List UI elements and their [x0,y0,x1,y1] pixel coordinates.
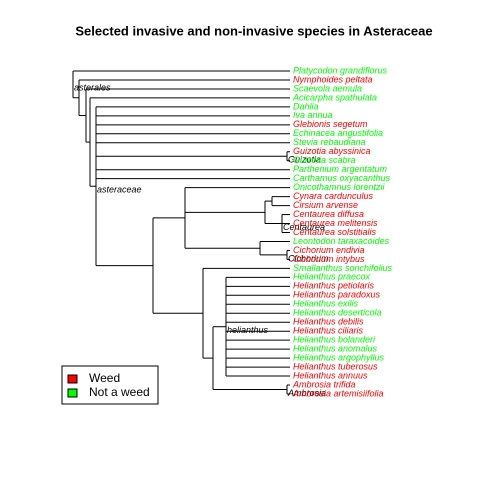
tip-label: Centaurea solstitialis [293,227,377,237]
tip-label: Parthenium argentatum [293,164,388,174]
tip-label: Helianthus exilis [293,299,359,309]
legend-swatch [67,388,78,398]
tip-label: Ambrosia trifida [292,379,356,389]
tip-label: Leontodon taraxacoides [293,236,390,246]
tip-label: Helianthus argophyllus [293,352,385,362]
node-label: asteraceae [97,185,142,195]
tip-label: Helianthus deserticola [293,308,382,318]
tip-label: Cynara cardunculus [293,191,374,201]
tip-label: Helianthus anomalus [293,344,378,354]
legend-box [61,365,159,405]
legend-label: Weed [89,371,120,385]
tip-label: Smallanthus sonchifolius [293,263,393,273]
node-label: Guizotia [288,155,321,165]
tip-label: Helianthus petiolaris [293,281,375,291]
tip-label: Carthamus oxyacanthus [293,173,391,183]
tip-label: Helianthus bolanderi [293,335,376,345]
tip-label: Helianthus debilis [293,317,364,327]
tip-label: Iva annua [293,110,333,120]
tip-label: Onicothamnus lorentzii [293,182,386,192]
tip-label: Scaevola aemula [293,83,362,93]
tip-label: Echinacea angustifolia [293,128,383,138]
tip-label: Helianthus praecox [293,272,371,282]
node-label: helianthus [227,325,269,335]
tip-label: Helianthus ciliaris [293,326,364,336]
tip-label: Cirsium arvense [293,200,358,210]
node-label: Cichorium [288,253,329,263]
node-label: Centaurea [283,222,325,232]
legend-label: Not a weed [89,385,150,399]
tip-label: Nymphoides peltata [293,74,373,84]
tip-label: Helianthus tuberosus [293,361,378,371]
tip-label: Platycodon grandiflorus [293,65,388,75]
tip-label: Acicarpha spathulata [292,92,377,102]
tip-label: Centaurea diffusa [293,209,364,219]
tip-label: Helianthus paradoxus [293,290,381,300]
title: Selected invasive and non-invasive speci… [75,23,432,38]
tip-label: Guizotia abyssinica [293,146,371,156]
tip-label: Dahlia [293,101,319,111]
legend-swatch [67,374,78,384]
tip-label: Ambrosia artemisiifolia [292,388,384,398]
node-label: Ambrosia [287,388,326,398]
node-label: asterales [74,83,111,93]
tip-label: Helianthus annuus [293,370,368,380]
tip-label: Centaurea melitensis [293,218,378,228]
tip-label: Glebionis segetum [293,119,368,129]
tip-label: Guizotia scabra [293,155,356,165]
tip-label: Cichorium endivia [293,245,365,255]
tip-label: Stevia rebaudiana [293,137,366,147]
tip-label: Cichorium intybus [293,254,365,264]
